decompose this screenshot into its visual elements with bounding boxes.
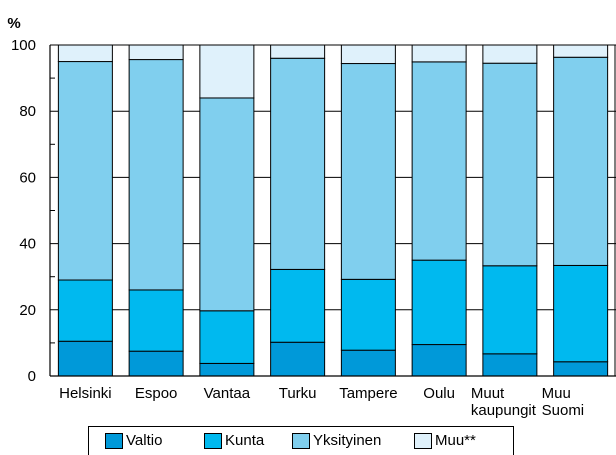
- bar-segment-muu: [128, 44, 184, 61]
- x-tick-label: Tampere: [339, 385, 397, 402]
- bar-segment-yksityinen: [199, 97, 255, 312]
- legend-label-kunta: Kunta: [225, 432, 265, 449]
- bar-segment-muu: [270, 44, 326, 59]
- bar-segment-yksityinen: [553, 56, 609, 266]
- x-tick-label: Helsinki: [59, 385, 112, 402]
- y-tick-label: 60: [19, 169, 36, 186]
- legend-label-valtio: Valtio: [126, 432, 163, 449]
- bar-segment-yksityinen: [57, 61, 113, 281]
- bar-segment-kunta: [340, 278, 396, 351]
- x-tick-label: Vantaa: [204, 385, 251, 402]
- y-unit-label: %: [7, 15, 20, 32]
- bar-segment-valtio: [340, 349, 396, 377]
- bar-segment-kunta: [482, 265, 538, 355]
- legend-swatch-valtio: [105, 433, 123, 449]
- bar-segment-kunta: [199, 310, 255, 364]
- bar-segment-valtio: [553, 361, 609, 377]
- y-tick-label: 40: [19, 236, 36, 253]
- bar-segment-valtio: [199, 362, 255, 377]
- bar-segment-muu: [482, 44, 538, 64]
- legend-swatch-muu: [414, 433, 432, 449]
- y-tick-label: 0: [28, 368, 36, 385]
- x-tick-label: Turku: [279, 385, 317, 402]
- bar-segment-yksityinen: [340, 63, 396, 280]
- bar-segment-valtio: [128, 350, 184, 377]
- x-tick-label: Muu Suomi: [542, 385, 585, 419]
- y-tick-label: 20: [19, 302, 36, 319]
- bar-segment-muu: [553, 44, 609, 58]
- y-tick-label: 100: [11, 37, 36, 54]
- bar-segment-kunta: [57, 279, 113, 342]
- legend-item-valtio: Valtio: [105, 432, 162, 450]
- bar-segment-yksityinen: [128, 59, 184, 291]
- legend-item-muu: Muu**: [414, 432, 476, 450]
- bar-segment-muu: [411, 44, 467, 63]
- bar-segment-valtio: [270, 341, 326, 377]
- x-tick-label: Muut kaupungit: [471, 385, 537, 419]
- chart-legend: Valtio Kunta Yksityinen Muu**: [88, 426, 514, 455]
- legend-label-muu: Muu**: [435, 432, 476, 449]
- legend-swatch-kunta: [204, 433, 222, 449]
- x-tick-label: Oulu: [423, 385, 455, 402]
- legend-label-yksityinen: Yksityinen: [313, 432, 382, 449]
- legend-item-yksityinen: Yksityinen: [292, 432, 381, 450]
- bar-segment-muu: [199, 44, 255, 99]
- bar-segment-muu: [340, 44, 396, 65]
- legend-swatch-yksityinen: [292, 433, 310, 449]
- bar-segment-kunta: [411, 259, 467, 346]
- bar-segment-valtio: [482, 353, 538, 377]
- bar-segment-valtio: [57, 340, 113, 377]
- bar-segment-muu: [57, 44, 113, 63]
- bar-segment-kunta: [270, 268, 326, 343]
- bar-segment-yksityinen: [482, 62, 538, 267]
- legend-item-kunta: Kunta: [204, 432, 264, 450]
- bar-segment-kunta: [553, 264, 609, 363]
- bar-segment-kunta: [128, 289, 184, 352]
- x-tick-label: Espoo: [135, 385, 178, 402]
- bar-segment-yksityinen: [411, 61, 467, 261]
- y-tick-label: 80: [19, 103, 36, 120]
- bar-segment-valtio: [411, 344, 467, 377]
- bar-segment-yksityinen: [270, 57, 326, 270]
